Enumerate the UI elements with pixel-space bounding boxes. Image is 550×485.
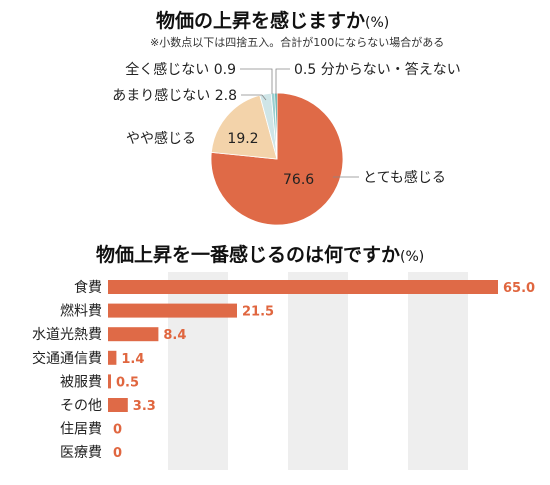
bar-marks: 食費 65.0 燃料費 21.5 水道光熱費 8.4 交通通信費 1.4 被服費 0.5 その他 3.…: [32, 279, 535, 461]
bar-value-label: 21.5: [242, 305, 274, 320]
bar-title-text: 物価上昇を一番感じるのは何ですか: [96, 243, 400, 266]
pie-leader-line: [275, 68, 290, 94]
pie-slice: [210, 92, 344, 226]
category-label: 交通通信費: [32, 350, 102, 367]
bar-value-label: 3.3: [133, 399, 156, 414]
bar: [108, 303, 237, 318]
pie-slice-label: やや感じる: [126, 130, 196, 147]
grid-band: [288, 272, 348, 470]
pie-labels: 76.6 とても感じる 19.2 やや感じる あまり感じない 2.8 全く感じない 0.9…: [112, 61, 460, 188]
bar-value-label: 65.0: [503, 281, 535, 296]
category-label: 水道光熱費: [32, 327, 102, 343]
pie-leader-line: [241, 94, 267, 101]
bar-value-label: 0.5: [116, 375, 139, 390]
bar: [108, 398, 128, 412]
bar-value-label: 8.4: [163, 328, 186, 343]
pie-title-unit: (%): [365, 15, 389, 31]
pie-leaders: [240, 68, 359, 178]
pie-slice-label: あまり感じない 2.8: [112, 87, 237, 104]
grid-band: [468, 272, 528, 470]
bar-title: 物価上昇を一番感じるのは何ですか(%): [96, 243, 424, 266]
bar: [108, 280, 498, 294]
bar-value-label: 0: [113, 446, 122, 461]
pie-leader-line: [240, 68, 273, 94]
bar-value-label: 0: [113, 423, 122, 438]
category-label: 燃料費: [60, 303, 102, 320]
pie-slice-label: とても感じる: [363, 169, 446, 186]
bar-chart: 物価上昇を一番感じるのは何ですか(%) 食費 65.0 燃料費 21.5 水道光熱費 8.…: [32, 243, 535, 470]
pie-title-text: 物価の上昇を感じますか: [156, 9, 365, 32]
bar-value-label: 1.4: [121, 352, 144, 367]
pie-title: 物価の上昇を感じますか(%): [156, 9, 389, 32]
category-label: 食費: [74, 279, 102, 296]
grid-band: [408, 272, 468, 470]
bar: [108, 327, 159, 342]
pie-value-label: 19.2: [227, 131, 258, 147]
bar: [108, 374, 111, 389]
category-label: 住居費: [60, 422, 102, 438]
grid-band: [108, 272, 168, 470]
category-label: 医療費: [60, 444, 102, 461]
grid-band: [168, 272, 228, 470]
pie-slices: [210, 92, 344, 226]
category-label: 被服費: [60, 374, 102, 390]
pie-slice-label: 全く感じない 0.9: [125, 61, 236, 78]
bar: [108, 350, 117, 365]
grid-band: [228, 272, 288, 470]
bar-grid: [108, 272, 528, 470]
bar-title-unit: (%): [400, 249, 424, 265]
pie-slice: [210, 94, 278, 160]
grid-band: [348, 272, 408, 470]
category-label: その他: [60, 398, 102, 414]
pie-value-label: 76.6: [283, 172, 314, 188]
pie-note: ※小数点以下は四捨五入。合計が100にならない場合がある: [150, 35, 444, 49]
pie-slice-label: 0.5 分からない・答えない: [294, 61, 461, 78]
pie-chart: 物価の上昇を感じますか(%) ※小数点以下は四捨五入。合計が100にならない場合…: [112, 9, 461, 226]
